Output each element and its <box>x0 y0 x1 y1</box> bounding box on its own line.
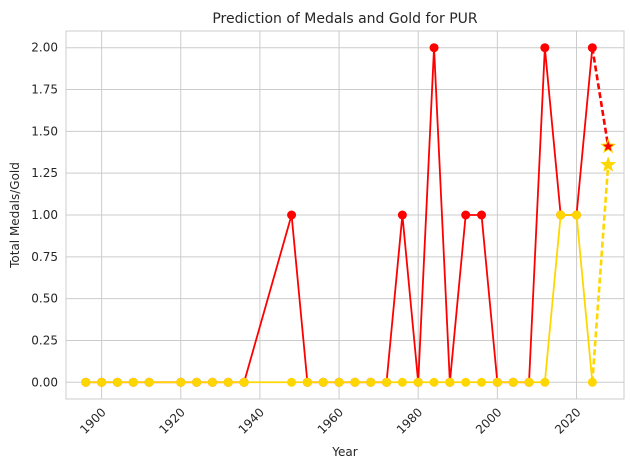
chart-title: Prediction of Medals and Gold for PUR <box>212 11 478 27</box>
data-point <box>508 377 518 387</box>
x-axis-label: Year <box>331 445 357 459</box>
data-point <box>572 210 582 220</box>
data-point <box>318 377 328 387</box>
y-tick-label: 0.50 <box>31 292 58 306</box>
data-point <box>223 377 233 387</box>
y-tick-label: 1.50 <box>31 124 58 138</box>
data-point <box>524 377 534 387</box>
data-point <box>97 377 107 387</box>
y-tick-label: 1.00 <box>31 208 58 222</box>
data-point <box>207 377 217 387</box>
plot-frame <box>65 30 625 400</box>
x-tick-label: 1940 <box>236 405 267 436</box>
data-point <box>382 377 392 387</box>
data-point <box>429 377 439 387</box>
data-point <box>540 377 550 387</box>
x-tick-label: 1980 <box>394 405 425 436</box>
data-point <box>112 377 122 387</box>
x-tick-label: 1960 <box>315 405 346 436</box>
data-point <box>556 210 566 220</box>
series-layer <box>81 43 617 387</box>
y-tick-label: 2.00 <box>31 41 58 55</box>
data-point <box>429 43 439 53</box>
grid <box>66 31 624 399</box>
y-tick-label: 1.25 <box>31 166 58 180</box>
data-point <box>334 377 344 387</box>
data-point <box>287 210 297 220</box>
data-point <box>461 377 471 387</box>
data-point <box>302 377 312 387</box>
y-axis-label: Total Medals/Gold <box>8 162 22 269</box>
series-line <box>591 164 610 383</box>
data-point <box>413 377 423 387</box>
data-point <box>492 377 502 387</box>
x-tick-label: 1900 <box>77 405 108 436</box>
x-tick-label: 1920 <box>156 405 187 436</box>
y-tick-label: 1.75 <box>31 83 58 97</box>
series-1 <box>81 210 597 387</box>
data-point <box>144 377 154 387</box>
y-tick-label: 0.75 <box>31 250 58 264</box>
y-tick-label: 0.00 <box>31 375 58 389</box>
prediction-marker <box>600 156 617 172</box>
data-point <box>445 377 455 387</box>
y-tick-label: 0.25 <box>31 333 58 347</box>
data-point <box>397 377 407 387</box>
data-point <box>350 377 360 387</box>
series-line <box>591 47 610 147</box>
series-3 <box>591 156 617 383</box>
data-point <box>587 377 597 387</box>
data-point <box>287 377 297 387</box>
data-point <box>540 43 550 53</box>
data-point <box>81 377 91 387</box>
data-point <box>587 43 597 53</box>
data-point <box>128 377 138 387</box>
data-point <box>477 210 487 220</box>
data-point <box>366 377 376 387</box>
data-point <box>239 377 249 387</box>
prediction-marker <box>600 138 617 154</box>
data-point <box>176 377 186 387</box>
data-point <box>477 377 487 387</box>
x-tick-label: 2000 <box>473 405 504 436</box>
data-point <box>397 210 407 220</box>
data-point <box>461 210 471 220</box>
data-point <box>192 377 202 387</box>
x-tick-label: 2020 <box>552 405 583 436</box>
series-2 <box>591 47 617 154</box>
